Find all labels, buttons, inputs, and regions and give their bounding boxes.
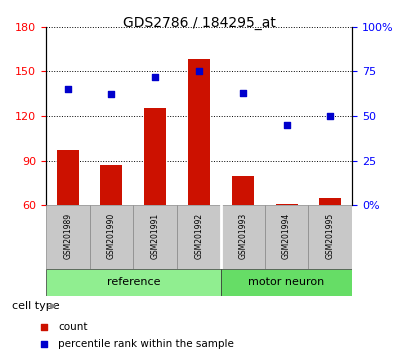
Bar xyxy=(221,205,265,269)
Bar xyxy=(144,108,166,205)
Bar xyxy=(46,205,90,269)
Text: GSM201993: GSM201993 xyxy=(238,213,247,259)
Bar xyxy=(46,269,221,296)
Text: GSM201992: GSM201992 xyxy=(195,213,203,259)
Text: GSM201991: GSM201991 xyxy=(151,213,160,259)
Point xyxy=(41,324,47,330)
Point xyxy=(327,113,334,119)
Bar xyxy=(320,198,341,205)
Text: count: count xyxy=(58,322,88,332)
Bar xyxy=(308,205,352,269)
Point xyxy=(108,92,115,97)
Text: GDS2786 / 184295_at: GDS2786 / 184295_at xyxy=(123,16,275,30)
Bar xyxy=(232,176,254,205)
Point xyxy=(240,90,246,96)
Bar xyxy=(188,59,210,205)
Text: motor neuron: motor neuron xyxy=(248,277,325,287)
Bar xyxy=(101,165,123,205)
Text: GSM201995: GSM201995 xyxy=(326,213,335,259)
Point xyxy=(64,86,71,92)
Text: percentile rank within the sample: percentile rank within the sample xyxy=(58,338,234,349)
Point xyxy=(196,68,202,74)
Text: GSM201990: GSM201990 xyxy=(107,213,116,259)
Bar xyxy=(90,205,133,269)
Bar xyxy=(276,204,298,205)
Bar xyxy=(265,205,308,269)
Text: cell type: cell type xyxy=(12,301,60,311)
Bar xyxy=(57,150,79,205)
Text: reference: reference xyxy=(107,277,160,287)
Text: GSM201994: GSM201994 xyxy=(282,213,291,259)
Point xyxy=(152,74,158,79)
Bar xyxy=(133,205,177,269)
Bar xyxy=(177,205,221,269)
Bar xyxy=(221,269,352,296)
Point xyxy=(41,341,47,347)
Text: GSM201989: GSM201989 xyxy=(63,213,72,259)
Point xyxy=(283,122,290,128)
